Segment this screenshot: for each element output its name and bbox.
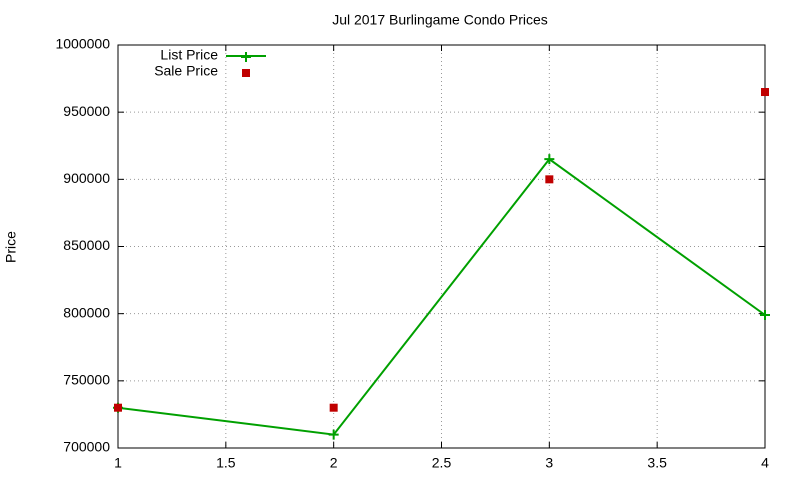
y-tick-label: 700000 bbox=[63, 439, 110, 455]
legend-marker bbox=[242, 69, 250, 77]
legend-label: List Price bbox=[160, 47, 218, 63]
x-tick-label: 3 bbox=[545, 455, 553, 471]
y-tick-label: 950000 bbox=[63, 103, 110, 119]
x-tick-label: 4 bbox=[761, 455, 769, 471]
data-point bbox=[114, 403, 122, 412]
data-point bbox=[544, 154, 555, 165]
data-point bbox=[545, 175, 554, 184]
y-tick-label: 1000000 bbox=[55, 36, 110, 52]
series-line bbox=[117, 157, 766, 436]
y-axis-label: Price bbox=[3, 231, 19, 263]
x-tick-label: 1 bbox=[114, 455, 122, 471]
data-point bbox=[329, 403, 338, 412]
legend-label: Sale Price bbox=[154, 63, 218, 79]
y-tick-label: 750000 bbox=[63, 372, 110, 388]
y-tick-label: 900000 bbox=[63, 170, 110, 186]
x-tick-label: 1.5 bbox=[216, 455, 236, 471]
data-point bbox=[328, 429, 339, 440]
y-tick-label: 850000 bbox=[63, 237, 110, 253]
y-tick-label: 800000 bbox=[63, 304, 110, 320]
plot-frame bbox=[117, 44, 766, 449]
x-tick-label: 2 bbox=[330, 455, 338, 471]
x-tick-label: 3.5 bbox=[647, 455, 667, 471]
legend-marker bbox=[241, 52, 251, 62]
x-tick-label: 2.5 bbox=[432, 455, 452, 471]
chart-title: Jul 2017 Burlingame Condo Prices bbox=[332, 12, 548, 28]
data-point bbox=[760, 310, 770, 321]
data-point bbox=[761, 88, 769, 97]
